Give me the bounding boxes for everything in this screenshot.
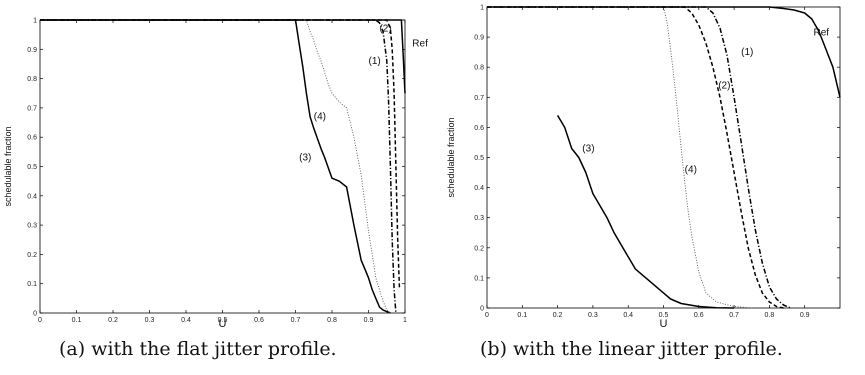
chart-a-annotation-2: (2): [379, 24, 391, 35]
chart-b-y-tick-label: 0.2: [474, 245, 484, 252]
chart-b-x-tick-label: 0.8: [765, 312, 775, 319]
chart-a-annotation-3: (3): [299, 153, 311, 164]
chart-b-annotation-2: (2): [718, 80, 730, 91]
chart-a-y-tick-label: 0.2: [27, 252, 37, 259]
chart-b-y-tick-label: 0.1: [474, 275, 484, 282]
chart-a-y-tick-label: 0.6: [27, 135, 37, 142]
chart-a-x-tick-label: 0.5: [218, 317, 228, 324]
chart-a-x-tick-label: 0.9: [364, 317, 374, 324]
chart-a-y-tick-label: 0.7: [27, 105, 37, 112]
chart-b-x-tick-label: 0.6: [694, 312, 704, 319]
chart-a-y-tick-label: 1: [33, 18, 37, 25]
chart-a-y-tick-label: 0.5: [27, 164, 37, 171]
chart-b-y-tick-label: 0.6: [474, 125, 484, 132]
chart-b-y-tick-label: 0.4: [474, 185, 484, 192]
chart-a-annotation-ref: Ref: [412, 38, 428, 49]
chart-a-x-tick-label: 1: [403, 317, 407, 324]
chart-b-x-tick-label: 0.5: [659, 312, 669, 319]
chart-b-y-tick-label: 0.5: [474, 155, 484, 162]
chart-a-series-3-line: [40, 19, 391, 314]
chart-b-y-axis-label: schedulable fraction: [446, 117, 456, 197]
chart-b-series-1-line: [487, 6, 791, 309]
chart-a-y-tick-label: 0.9: [27, 47, 37, 54]
chart-b-x-tick-label: 0.7: [729, 312, 739, 319]
chart-b-plot-frame: [486, 6, 841, 309]
chart-b-x-axis-label: U: [660, 318, 668, 330]
chart-b-x-tick-label: 0.1: [517, 312, 527, 319]
chart-a-series-4-line: [40, 19, 391, 314]
chart-b-annotation-1: (1): [741, 47, 753, 58]
chart-b-annotation-4: (4): [685, 165, 697, 176]
chart-a-y-tick-label: 0.8: [27, 76, 37, 83]
chart-a-annotation-1: (1): [369, 56, 381, 67]
chart-b-x-tick-label: 0.9: [800, 312, 810, 319]
chart-a-x-tick-label: 0.1: [72, 317, 82, 324]
chart-b-y-tick-label: 0.8: [474, 65, 484, 72]
chart-a-y-tick-label: 0.4: [27, 193, 37, 200]
chart-a-y-tick-label: 0.3: [27, 223, 37, 230]
chart-a-y-axis-label: schedulable fraction: [3, 126, 13, 206]
chart-a-x-tick-label: 0.3: [145, 317, 155, 324]
chart-a-plot-frame: [39, 19, 406, 314]
chart-b-y-tick-label: 0: [480, 306, 484, 313]
chart-a-series-1-line: [40, 19, 397, 314]
chart-b-annotation-3: (3): [582, 143, 594, 154]
chart-a-y-tick-label: 0.1: [27, 281, 37, 288]
caption-a: (a) with the flat jitter profile.: [59, 338, 337, 360]
chart-a-series-ref-line: [40, 19, 406, 94]
chart-panel-b: 0 0.1 0.2 0.3 0.4 0.5 0.6 0.7 0.8 0.9 0 0.1 0.2 0.3 0.…: [435, 0, 865, 375]
chart-a-series-2-line: [40, 19, 401, 290]
chart-b-series-3-line: [556, 115, 735, 309]
chart-a-y-tick-label: 0: [33, 311, 37, 318]
chart-a-x-axis-label: U: [219, 318, 227, 330]
chart-b-x-tick-label: 0.4: [623, 312, 633, 319]
chart-b-x-tick-label: 0.2: [553, 312, 563, 319]
chart-b-series-4-line: [487, 6, 752, 309]
chart-b-y-tick-label: 0.3: [474, 215, 484, 222]
chart-b-x-tick-label: 0: [485, 312, 489, 319]
chart-a-x-tick-label: 0: [38, 317, 42, 324]
chart-b-x-tick-label: 0.3: [588, 312, 598, 319]
chart-a-annotation-4: (4): [314, 112, 326, 123]
chart-b-annotation-ref: Ref: [814, 28, 830, 39]
chart-b-y-tick-label: 0.9: [474, 35, 484, 42]
chart-panel-a: 0 0.1 0.2 0.3 0.4 0.5 0.6 0.7 0.8 0.9 1 0 0.1 0.2 0.3 0…: [0, 0, 430, 375]
chart-a-svg: 0 0.1 0.2 0.3 0.4 0.5 0.6 0.7 0.8 0.9 1 0 0.1 0.2 0.3 0…: [3, 18, 428, 331]
chart-b-svg: 0 0.1 0.2 0.3 0.4 0.5 0.6 0.7 0.8 0.9 0 0.1 0.2 0.3 0.…: [446, 5, 841, 330]
chart-a-x-tick-label: 0.8: [327, 317, 337, 324]
chart-b-series-2-line: [487, 6, 784, 309]
caption-b: (b) with the linear jitter profile.: [480, 338, 783, 360]
chart-a-x-tick-label: 0.4: [181, 317, 191, 324]
chart-b-y-tick-label: 1: [480, 5, 484, 12]
chart-a-x-tick-label: 0.7: [291, 317, 301, 324]
chart-b-series-ref-line: [487, 6, 841, 98]
chart-a-x-tick-label: 0.6: [254, 317, 264, 324]
chart-a-x-tick-label: 0.2: [108, 317, 118, 324]
chart-b-y-tick-label: 0.7: [474, 95, 484, 102]
